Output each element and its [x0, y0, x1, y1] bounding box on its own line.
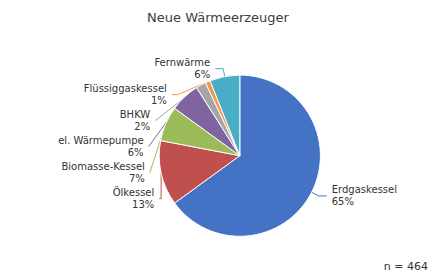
- svg-text:6%: 6%: [128, 147, 144, 158]
- svg-text:7%: 7%: [129, 173, 145, 184]
- svg-text:1%: 1%: [151, 95, 167, 106]
- svg-text:Neue Wärmeerzeuger: Neue Wärmeerzeuger: [147, 10, 290, 25]
- svg-text:Flüssiggaskessel: Flüssiggaskessel: [84, 83, 167, 94]
- svg-text:el. Wärmepumpe: el. Wärmepumpe: [58, 135, 143, 146]
- svg-text:BHKW: BHKW: [120, 109, 151, 120]
- svg-text:Fernwärme: Fernwärme: [154, 57, 210, 68]
- svg-text:n = 464: n = 464: [384, 260, 428, 273]
- svg-text:Biomasse-Kessel: Biomasse-Kessel: [61, 161, 144, 172]
- svg-text:6%: 6%: [194, 69, 210, 80]
- svg-text:13%: 13%: [132, 199, 154, 210]
- svg-text:65%: 65%: [332, 196, 354, 207]
- svg-text:Erdgaskessel: Erdgaskessel: [332, 184, 397, 195]
- svg-text:Ölkessel: Ölkessel: [113, 186, 155, 198]
- svg-text:2%: 2%: [134, 121, 150, 132]
